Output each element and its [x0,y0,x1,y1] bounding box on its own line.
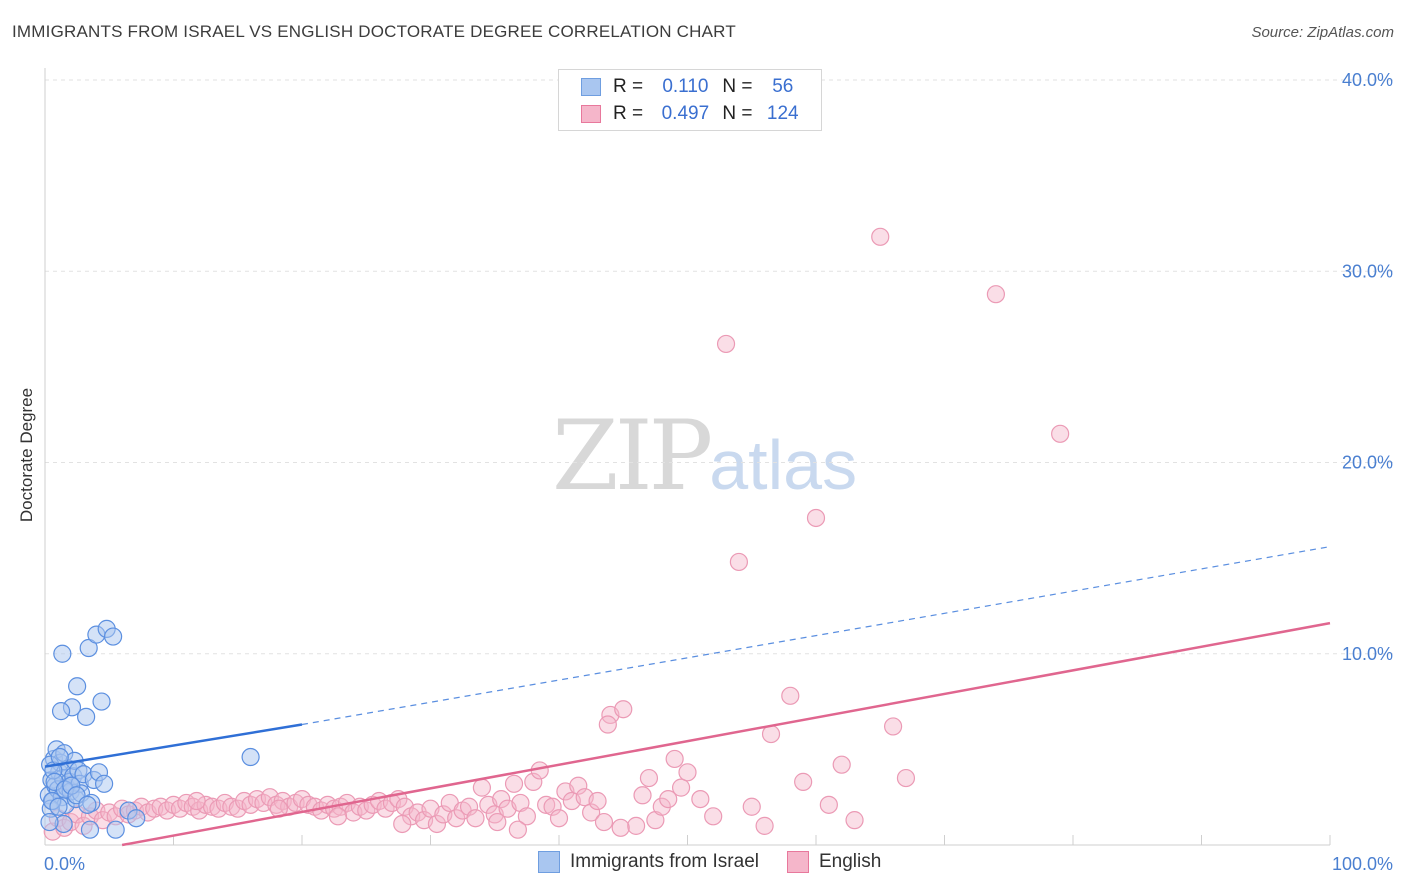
english-point [1051,424,1070,443]
english-point [588,791,607,811]
israel-point [50,747,69,767]
israel-point [241,747,260,767]
legend-n-value: 56 [772,76,794,97]
legend-r-value: 0.110 [662,76,709,97]
israel-point [104,627,123,646]
legend-r-label: R = [613,76,644,97]
israel-point [95,774,114,793]
english-point [678,763,697,782]
english-point [598,715,617,734]
israel-point [53,644,72,663]
israel-point [68,677,87,696]
legend-item-english[interactable]: English [786,851,882,873]
english-point [492,789,511,809]
english-point [611,818,630,837]
english-point [524,772,543,791]
english-point [472,778,491,797]
english-point [883,717,903,736]
source-label: Source: ZipAtlas.com [1251,24,1394,41]
israel-trend-extension [301,546,1331,726]
israel-trend-line [44,723,303,768]
english-point [187,791,206,811]
english-point [626,816,646,835]
stats-legend: R = 0.110 N = 56 R = 0.497 N = 124 [558,69,822,131]
english-point [986,285,1006,304]
israel-point [77,707,96,726]
israel-point [92,692,111,711]
english-point [466,809,485,828]
english-point [488,812,507,832]
english-point [794,772,813,791]
english-point [832,755,851,774]
english-point [517,807,536,826]
english-point [459,797,479,816]
israel-point [40,812,59,832]
israel-point [49,797,68,816]
english-point [543,797,562,816]
legend-row-israel: R = 0.110 N = 56 [581,75,808,99]
legend-swatch-blue [538,851,560,873]
legend-label-israel: Immigrants from Israel [570,851,759,872]
israel-point [78,795,97,814]
english-point [328,807,348,826]
english-point [781,686,800,705]
legend-row-english: R = 0.497 N = 124 [581,102,808,126]
english-point [504,774,524,793]
english-point [871,227,890,246]
israel-point [79,638,98,658]
english-point [614,700,633,719]
english-trend-line [121,621,1331,847]
legend-r-value: 0.497 [661,103,710,124]
english-point [639,768,659,788]
watermark-atlas: atlas [709,426,858,504]
english-point [845,811,864,830]
watermark: ZIPatlas [552,400,857,512]
english-point [671,778,691,797]
english-point [755,816,774,835]
y-tick-label: 40.0% [1342,70,1393,90]
x-tick-label: 100.0% [1332,854,1393,874]
legend-r-label: R = [613,103,644,124]
english-point [569,776,588,795]
english-point [806,508,826,528]
english-point [691,789,710,809]
legend-swatch-pink [581,105,601,123]
chart-title: IMMIGRANTS FROM ISRAEL VS ENGLISH DOCTOR… [12,22,736,41]
english-point [549,809,569,828]
legend-item-israel[interactable]: Immigrants from Israel [538,851,759,873]
english-point [393,814,412,834]
series-legend: Immigrants from Israel English [538,851,909,873]
legend-n-label: N = [722,103,753,124]
legend-swatch-blue [581,78,601,96]
legend-n-value: 124 [766,103,799,124]
y-tick-label: 30.0% [1342,261,1393,281]
legend-label-english: English [818,851,882,872]
y-tick-label: 10.0% [1342,644,1393,664]
watermark-zip: ZIP [552,400,713,512]
english-point [819,795,838,814]
x-tick-label: 0.0% [44,854,85,874]
israel-point [51,702,71,721]
israel-point [106,820,125,839]
english-point [508,820,527,839]
legend-swatch-pink [786,851,809,873]
english-point [742,797,761,816]
english-point [704,807,723,826]
english-point [896,768,916,788]
legend-n-label: N = [722,76,753,97]
english-point [659,789,678,809]
english-point [537,795,556,814]
israel-point [127,809,146,828]
english-point [633,786,652,805]
english-point [582,803,601,822]
english-point [427,814,447,834]
english-point [716,334,736,354]
english-point [594,812,614,832]
english-point [665,749,684,769]
israel-point [80,820,100,839]
y-tick-label: 20.0% [1342,453,1393,473]
english-point [729,552,749,572]
